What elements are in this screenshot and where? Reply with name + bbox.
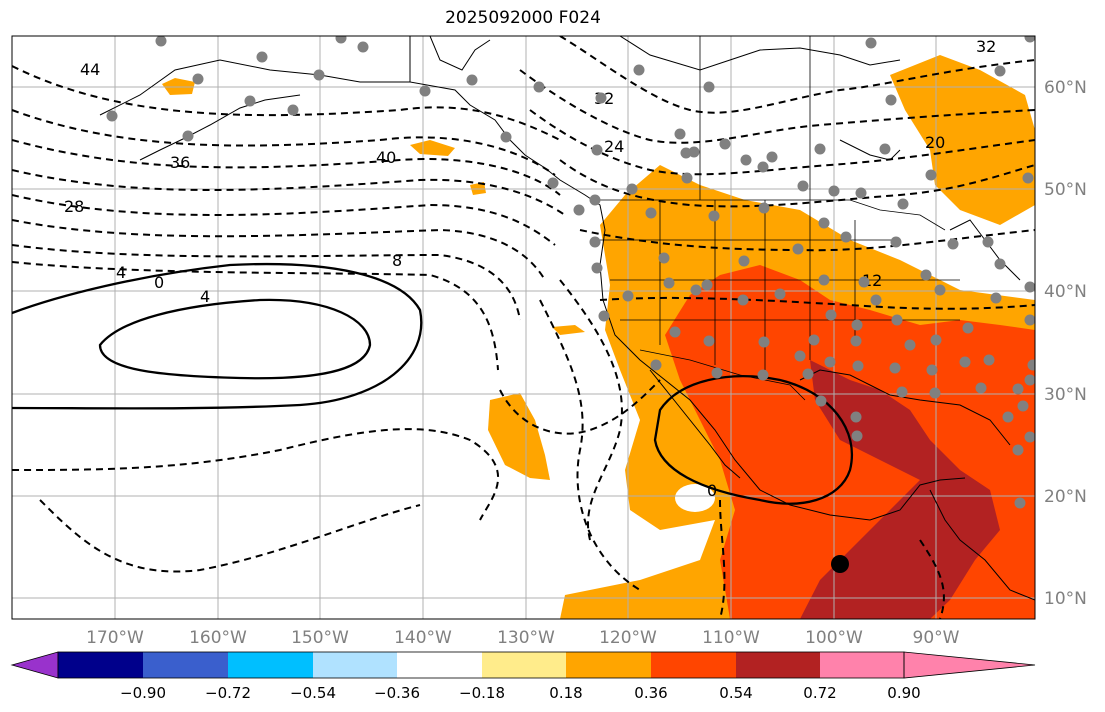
contour-label: 24 (604, 137, 624, 156)
colorbar-extend-right (903, 651, 1036, 679)
lon-label: 130°W (497, 628, 555, 648)
colorbar-segment (820, 652, 904, 678)
lon-label: 120°W (599, 628, 657, 648)
contour-label: 4 (200, 287, 210, 306)
colorbar-tick-label: −0.18 (459, 684, 505, 702)
shaded-firebrick-region (800, 360, 1000, 619)
lat-label: 30°N (1044, 385, 1087, 405)
lat-label: 10°N (1044, 589, 1087, 609)
colorbar-extend-left (10, 651, 59, 679)
colorbar-tick-label: 0.36 (634, 684, 667, 702)
lon-label: 90°W (913, 628, 960, 648)
colorbar-segment (228, 652, 313, 678)
colorbar-tick-label: −0.36 (374, 684, 420, 702)
contour-label: 36 (170, 153, 190, 172)
contour-label: 0 (707, 481, 717, 500)
contour-label: 4 (116, 263, 126, 282)
colorbar-segment (566, 652, 651, 678)
colorbar-segment (736, 652, 820, 678)
colorbar-tick-label: −0.54 (290, 684, 336, 702)
colorbar-tick-label: 0.18 (549, 684, 582, 702)
lat-label: 20°N (1044, 487, 1087, 507)
colorbar-tick-label: 0.54 (719, 684, 752, 702)
lat-label: 40°N (1044, 282, 1087, 302)
colorbar-segment (651, 652, 736, 678)
lon-label: 150°W (291, 628, 349, 648)
colorbar-segment (313, 652, 397, 678)
contour-label: 8 (392, 251, 402, 270)
colorbar-tick-label: 0.72 (803, 684, 836, 702)
latitude-labels: 60°N 50°N 40°N 30°N 20°N 10°N (1044, 78, 1087, 609)
contour-label: 28 (64, 197, 84, 216)
lon-label: 170°W (86, 628, 144, 648)
colorbar-tick-label: −0.90 (120, 684, 166, 702)
contour-label: 44 (80, 60, 100, 79)
colorbar-tick-label: −0.72 (205, 684, 251, 702)
lon-label: 140°W (394, 628, 452, 648)
map-area: 44 36 28 4 0 4 40 32 24 8 20 12 0 32 (12, 36, 1035, 619)
lat-label: 50°N (1044, 180, 1087, 200)
colorbar-tick-labels: −0.90 −0.72 −0.54 −0.36 −0.18 0.18 0.36 … (120, 684, 921, 702)
colorbar-tick-label: 0.90 (887, 684, 920, 702)
station-markers (106, 36, 1035, 509)
solid-contour-lines (12, 262, 853, 505)
colorbar-segment (58, 652, 143, 678)
contour-label: 40 (376, 148, 396, 167)
storm-center-marker (831, 555, 849, 573)
contour-lines (12, 36, 1035, 619)
colorbar: −0.90 −0.72 −0.54 −0.36 −0.18 0.18 0.36 … (10, 651, 1036, 702)
lat-label: 60°N (1044, 78, 1087, 98)
longitude-labels: 170°W 160°W 150°W 140°W 130°W 120°W 110°… (86, 628, 960, 648)
colorbar-segment (397, 652, 482, 678)
figure-title: 2025092000 F024 (445, 8, 601, 28)
contour-label: 32 (976, 37, 996, 56)
lon-label: 100°W (805, 628, 863, 648)
lon-label: 110°W (702, 628, 760, 648)
contour-label: 0 (154, 273, 164, 292)
colorbar-segment (143, 652, 228, 678)
map-frame (11, 35, 1036, 620)
lon-label: 160°W (189, 628, 247, 648)
small-white-hole (675, 484, 715, 512)
contour-label: 20 (925, 133, 945, 152)
colorbar-segment (482, 652, 566, 678)
